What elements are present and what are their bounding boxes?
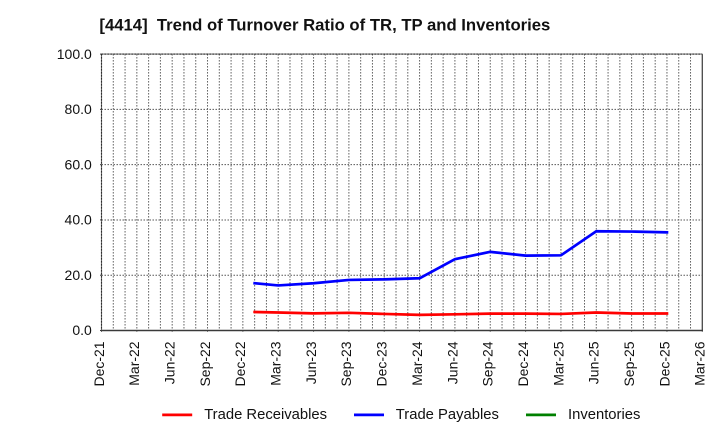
svg-text:Mar-22: Mar-22: [126, 341, 142, 386]
svg-text:Mar-25: Mar-25: [550, 341, 566, 386]
svg-text:60.0: 60.0: [65, 156, 92, 172]
svg-text:[4414] Trend of Turnover Rati: [4414] Trend of Turnover Ratio of TR, TP…: [99, 16, 550, 35]
svg-text:40.0: 40.0: [65, 212, 92, 228]
svg-text:100.0: 100.0: [57, 46, 92, 62]
svg-text:Trade Receivables: Trade Receivables: [204, 407, 327, 423]
svg-text:Dec-23: Dec-23: [374, 341, 390, 386]
svg-text:Sep-24: Sep-24: [480, 341, 496, 386]
svg-text:80.0: 80.0: [65, 101, 92, 117]
svg-text:0.0: 0.0: [72, 322, 92, 338]
svg-text:20.0: 20.0: [65, 267, 92, 283]
svg-text:Dec-25: Dec-25: [656, 341, 672, 386]
svg-text:Dec-24: Dec-24: [515, 341, 531, 386]
svg-text:Sep-25: Sep-25: [621, 341, 637, 386]
svg-text:Mar-26: Mar-26: [692, 341, 708, 386]
svg-text:Sep-23: Sep-23: [338, 341, 354, 386]
svg-text:Inventories: Inventories: [568, 407, 640, 423]
svg-text:Mar-23: Mar-23: [268, 341, 284, 386]
svg-text:Mar-24: Mar-24: [409, 341, 425, 386]
svg-text:Jun-23: Jun-23: [303, 341, 319, 384]
svg-text:Jun-24: Jun-24: [444, 341, 460, 384]
svg-text:Dec-22: Dec-22: [232, 341, 248, 386]
svg-text:Jun-25: Jun-25: [586, 341, 602, 384]
svg-text:Sep-22: Sep-22: [197, 341, 213, 386]
svg-text:Trade Payables: Trade Payables: [396, 407, 499, 423]
svg-text:Dec-21: Dec-21: [91, 341, 107, 386]
svg-text:Jun-22: Jun-22: [162, 341, 178, 384]
